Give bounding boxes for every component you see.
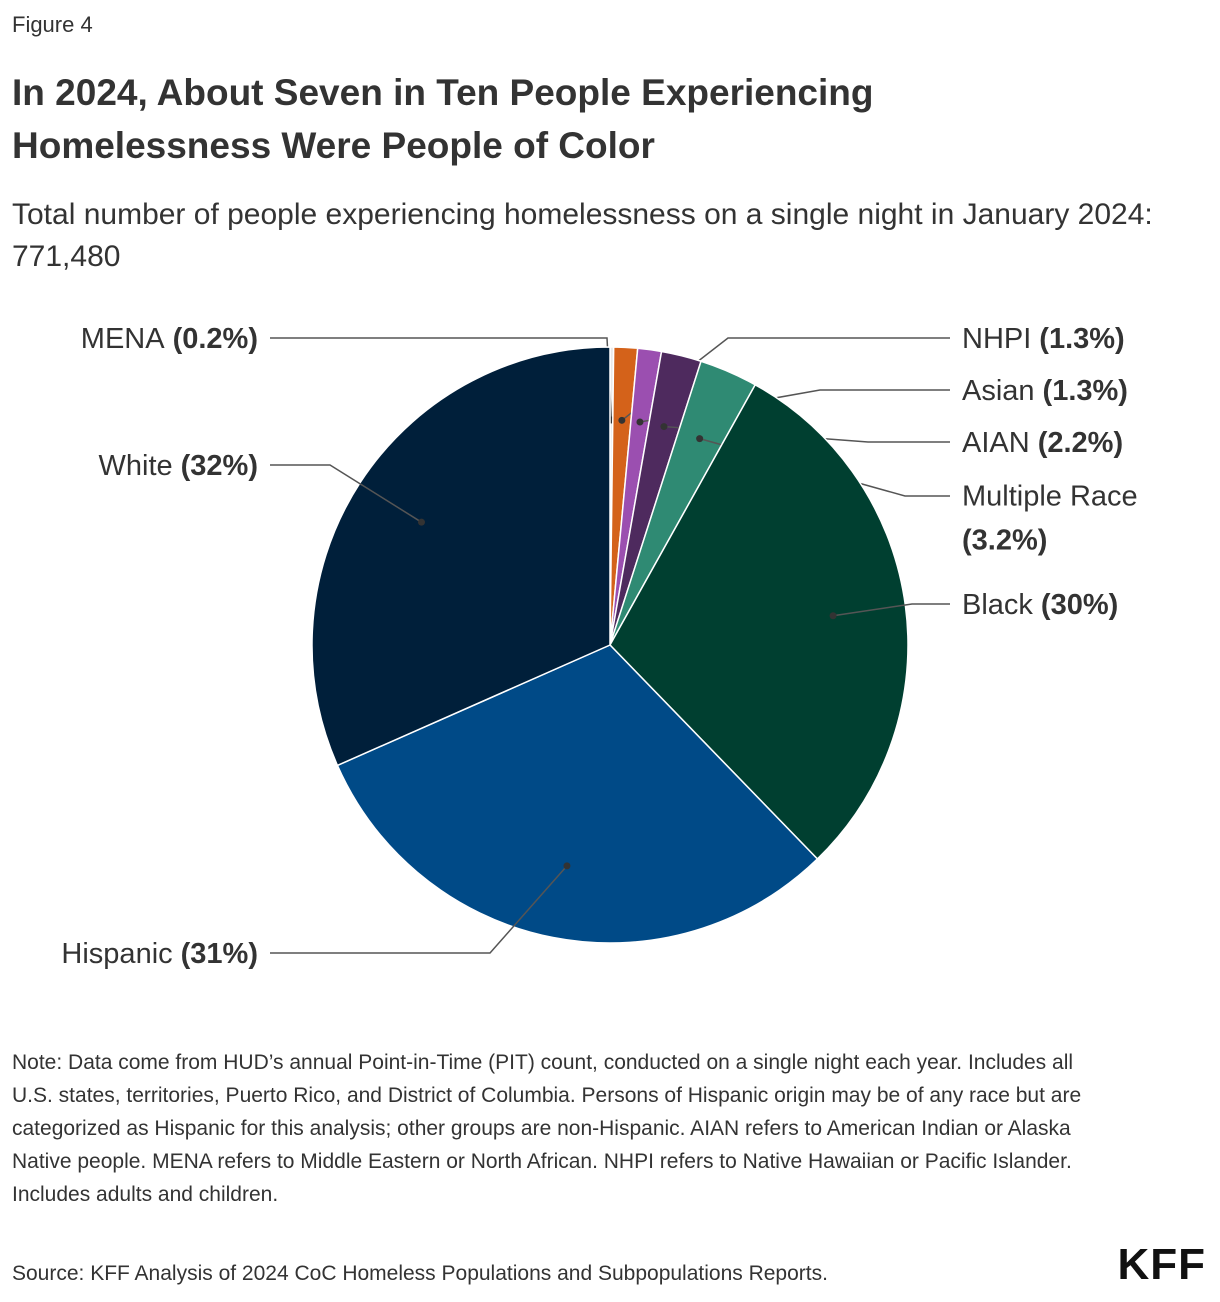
leader-dot <box>696 435 704 443</box>
slice-label-group: Black (30%) <box>962 589 1118 621</box>
note: Note: Data come from HUD’s annual Point-… <box>12 1051 1082 1206</box>
slice-value-label: (3.2%) <box>962 525 1047 557</box>
slice-label-group: Hispanic (31%) <box>61 938 258 970</box>
leader-dot <box>660 423 668 431</box>
leader-dot <box>829 612 837 620</box>
slice-value-label: (31%) <box>181 938 258 970</box>
pie-slice <box>311 346 611 767</box>
source: Source: KFF Analysis of 2024 CoC Homeles… <box>12 1262 828 1285</box>
slice-label: Black <box>962 589 1033 621</box>
leader-dot <box>636 418 644 426</box>
slice-label-group: MENA (0.2%) <box>81 323 258 355</box>
leader-line <box>832 603 950 617</box>
slice-label: NHPI <box>962 323 1031 355</box>
figure-label: Figure 4 <box>12 12 93 37</box>
slice-label-group: AIAN (2.2%) <box>962 427 1123 459</box>
leader-dot <box>618 416 626 424</box>
slice-label: MENA <box>81 323 165 355</box>
slice-value-label: (0.2%) <box>173 323 258 355</box>
pie-slice <box>336 644 819 944</box>
leader-dot <box>417 518 425 526</box>
chart-subtitle: Total number of people experiencing home… <box>12 198 1153 273</box>
slice-label: Hispanic <box>61 938 172 970</box>
slice-value-label: (1.3%) <box>1039 323 1124 355</box>
slice-value-label: (30%) <box>1041 589 1118 621</box>
slice-label: AIAN <box>962 427 1030 459</box>
leader-line <box>270 865 568 954</box>
pie-slice <box>609 383 909 861</box>
slice-label-group: NHPI (1.3%) <box>962 323 1125 355</box>
slice-value-label: (1.3%) <box>1043 375 1128 407</box>
slice-value-label: (32%) <box>181 450 258 482</box>
leader-line <box>270 464 422 523</box>
leader-dot <box>563 862 571 870</box>
slice-label: Asian <box>962 375 1035 407</box>
chart-title: In 2024, About Seven in Ten People Exper… <box>12 72 874 166</box>
slice-value-label: (2.2%) <box>1038 427 1123 459</box>
slice-label: White <box>99 450 173 482</box>
slice-label-group: White (32%) <box>99 450 259 482</box>
logo: KFF <box>1117 1240 1206 1289</box>
slice-label-group: Asian (1.3%) <box>962 375 1128 407</box>
chart: MENA (0.2%) NHPI (1.3%)Asian (1.3%)AIAN (2.2%… <box>61 323 1138 970</box>
slice-label: Multiple Race <box>962 481 1138 513</box>
